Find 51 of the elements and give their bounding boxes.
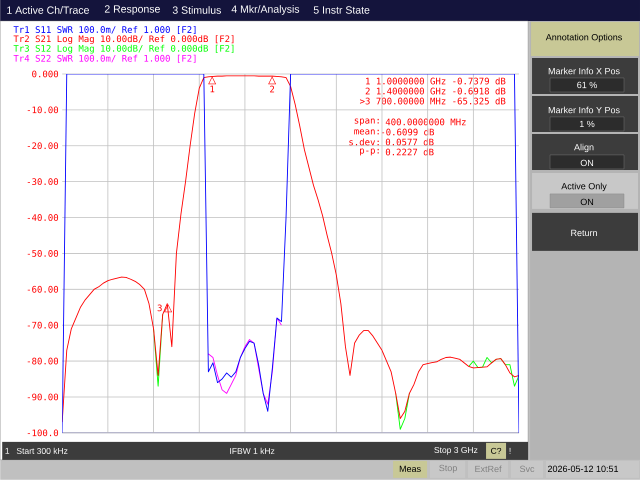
- y-tick-label: -10.00: [28, 106, 58, 114]
- annotation: mean:: [354, 129, 379, 135]
- annotation: 2 1.4000000 GHz -0.6918 dB: [366, 88, 506, 95]
- text: Active Only: [561, 182, 607, 192]
- text: Marker Info Y Pos: [548, 106, 620, 114]
- text: Stop 3 GHz: [434, 447, 478, 455]
- annotation: 1 1.0000000 GHz -0.7379 dB: [366, 78, 506, 85]
- y-tick-label: -100.0: [28, 430, 58, 436]
- text: Return: [571, 230, 597, 236]
- text: ExtRef: [475, 466, 502, 472]
- y-tick-label: -70.00: [28, 322, 58, 329]
- y-tick-label: -20.00: [28, 142, 58, 150]
- text: ON: [580, 160, 594, 166]
- annotation: 2: [270, 86, 274, 92]
- y-tick-label: 0.000: [32, 70, 58, 78]
- y-tick-label: -50.00: [28, 250, 58, 257]
- y-tick-label: -40.00: [28, 214, 58, 222]
- annotation: span:: [354, 118, 379, 126]
- text: ON: [580, 198, 594, 206]
- text: Stop: [439, 464, 457, 473]
- text: Start 300 kHz: [16, 448, 68, 454]
- text: Marker Info X Pos: [548, 68, 620, 74]
- annotation: 400.0000000 MHz: [386, 118, 466, 126]
- text: Meas: [400, 466, 421, 472]
- text: Tr1 S11 SWR 100.0m/ Ref 1.000 [F2]: [14, 26, 196, 34]
- annotation: >3 700.00000 MHz -65.325 dB: [360, 98, 506, 105]
- text: 61 %: [577, 82, 597, 88]
- text: Annotation Options: [546, 34, 622, 42]
- annotation: 1: [210, 86, 214, 92]
- annotation: 3: [158, 304, 162, 312]
- y-tick-label: -60.00: [28, 286, 58, 293]
- text: Align: [574, 144, 594, 152]
- text: 4 Mkr/Analysis: [232, 5, 300, 15]
- annotation: s.dev:: [349, 138, 379, 146]
- text: 1: [5, 448, 10, 454]
- y-tick-label: -90.00: [28, 394, 58, 400]
- text: 3 Stimulus: [172, 6, 221, 14]
- text: Tr4 S22 SWR 100.0m/ Ref 1.000 [F2]: [14, 54, 196, 63]
- text: Tr3 S12 Log Mag 10.00dB/ Ref 0.000dB [F2]: [14, 44, 234, 54]
- text: Tr2 S21 Log Mag 10.00dB/ Ref 0.000dB [F2]: [14, 35, 234, 44]
- text: 2026-05-12 10:51: [548, 466, 618, 472]
- annotation: p-p:: [360, 148, 379, 156]
- text: Svc: [520, 466, 534, 472]
- text: 5 Instr State: [314, 6, 370, 14]
- text: 2 Response: [104, 5, 160, 15]
- y-tick-label: -80.00: [28, 358, 58, 365]
- y-tick-label: -30.00: [28, 178, 58, 186]
- text: IFBW 1 kHz: [230, 448, 274, 454]
- text: 1 %: [580, 120, 594, 128]
- text: 1 Active Ch/Trace: [7, 6, 89, 14]
- text: C?: [491, 448, 502, 454]
